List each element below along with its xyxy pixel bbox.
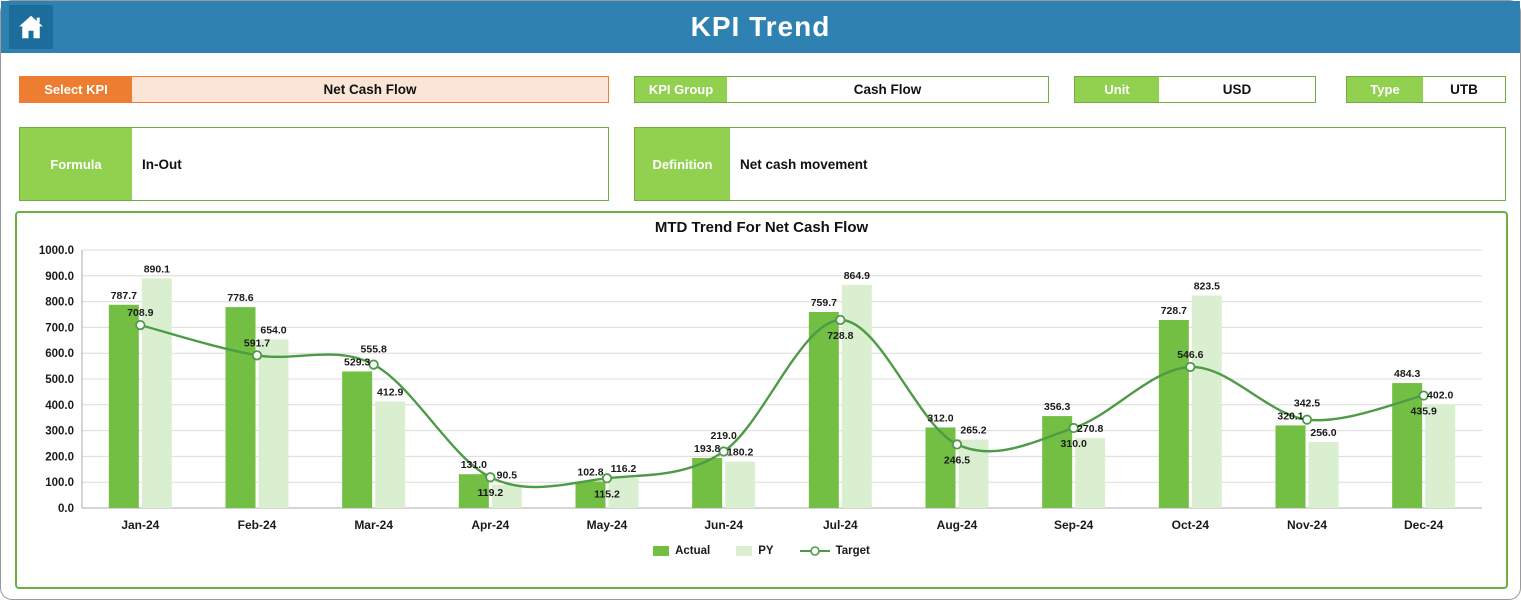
svg-text:823.5: 823.5 — [1194, 281, 1220, 293]
svg-text:600.0: 600.0 — [45, 348, 74, 360]
svg-text:131.0: 131.0 — [461, 459, 487, 471]
svg-text:300.0: 300.0 — [45, 426, 74, 438]
svg-text:Sep-24: Sep-24 — [1054, 518, 1094, 532]
svg-text:265.2: 265.2 — [960, 425, 986, 437]
svg-text:546.6: 546.6 — [1177, 349, 1203, 361]
svg-text:270.8: 270.8 — [1077, 423, 1103, 435]
svg-text:890.1: 890.1 — [144, 263, 170, 275]
svg-text:Jan-24: Jan-24 — [121, 518, 159, 532]
legend-target-line-marker-icon — [799, 545, 830, 557]
legend-item-actual: Actual — [653, 545, 710, 557]
legend-swatch-actual — [653, 546, 670, 556]
legend-label-target: Target — [835, 545, 870, 557]
svg-text:Dec-24: Dec-24 — [1404, 518, 1444, 532]
svg-text:342.5: 342.5 — [1294, 397, 1320, 409]
formula-value: In-Out — [132, 128, 608, 200]
legend-item-target: Target — [799, 545, 870, 557]
svg-text:800.0: 800.0 — [45, 297, 74, 309]
svg-text:412.9: 412.9 — [377, 386, 403, 398]
type-label: Type — [1347, 77, 1423, 102]
svg-text:529.3: 529.3 — [344, 356, 370, 368]
formula-field: Formula In-Out — [19, 127, 609, 201]
svg-text:402.0: 402.0 — [1427, 389, 1453, 401]
svg-text:787.7: 787.7 — [111, 290, 137, 302]
legend-swatch-py — [736, 546, 753, 556]
svg-text:500.0: 500.0 — [45, 374, 74, 386]
svg-text:Oct-24: Oct-24 — [1172, 518, 1210, 532]
svg-text:356.3: 356.3 — [1044, 401, 1070, 413]
svg-text:435.9: 435.9 — [1411, 406, 1437, 418]
svg-text:708.9: 708.9 — [127, 307, 153, 319]
definition-field: Definition Net cash movement — [634, 127, 1506, 201]
svg-text:654.0: 654.0 — [260, 324, 286, 336]
svg-text:Nov-24: Nov-24 — [1287, 518, 1327, 532]
kpi-group-value: Cash Flow — [727, 77, 1048, 102]
svg-text:Feb-24: Feb-24 — [238, 518, 277, 532]
svg-text:256.0: 256.0 — [1310, 427, 1336, 439]
unit-label: Unit — [1075, 77, 1159, 102]
home-button[interactable] — [9, 5, 53, 49]
legend-item-py: PY — [736, 545, 774, 557]
home-icon — [19, 15, 43, 39]
type-value: UTB — [1423, 77, 1505, 102]
app-header: KPI Trend — [1, 1, 1520, 53]
select-kpi-field: Select KPI Net Cash Flow — [19, 76, 609, 103]
svg-text:119.2: 119.2 — [477, 487, 503, 499]
svg-text:115.2: 115.2 — [594, 488, 620, 500]
svg-text:484.3: 484.3 — [1394, 368, 1420, 380]
svg-text:193.8: 193.8 — [694, 443, 720, 455]
unit-value: USD — [1159, 77, 1315, 102]
svg-text:219.0: 219.0 — [711, 430, 737, 442]
svg-text:90.5: 90.5 — [497, 470, 518, 482]
chart-svg: 0.0 100.0 200.0 300.0 400.0 500.0 600.0 700.0 80… — [39, 245, 1482, 532]
chart-legend: Actual PY Target — [17, 545, 1506, 557]
svg-text:246.5: 246.5 — [944, 454, 970, 466]
svg-text:200.0: 200.0 — [45, 451, 74, 463]
svg-text:100.0: 100.0 — [45, 477, 74, 489]
svg-text:Jul-24: Jul-24 — [823, 518, 858, 532]
svg-text:591.7: 591.7 — [244, 337, 270, 349]
definition-label: Definition — [635, 128, 730, 200]
definition-value: Net cash movement — [730, 128, 1505, 200]
svg-text:180.2: 180.2 — [727, 447, 753, 459]
svg-text:759.7: 759.7 — [811, 297, 837, 309]
svg-text:728.8: 728.8 — [827, 330, 853, 342]
svg-text:0.0: 0.0 — [58, 503, 74, 515]
svg-text:Mar-24: Mar-24 — [354, 518, 393, 532]
svg-text:Aug-24: Aug-24 — [937, 518, 978, 532]
formula-label: Formula — [20, 128, 132, 200]
select-kpi-value[interactable]: Net Cash Flow — [132, 77, 608, 102]
svg-text:900.0: 900.0 — [45, 271, 74, 283]
svg-text:728.7: 728.7 — [1161, 305, 1187, 317]
kpi-trend-chart: 0.0 100.0 200.0 300.0 400.0 500.0 600.0 700.0 80… — [17, 240, 1506, 543]
svg-text:Apr-24: Apr-24 — [471, 518, 509, 532]
svg-text:312.0: 312.0 — [927, 413, 953, 425]
svg-text:May-24: May-24 — [587, 518, 628, 532]
svg-text:700.0: 700.0 — [45, 322, 74, 334]
unit-field: Unit USD — [1074, 76, 1316, 103]
type-field: Type UTB — [1346, 76, 1506, 103]
svg-text:400.0: 400.0 — [45, 400, 74, 412]
chart-title: MTD Trend For Net Cash Flow — [654, 219, 869, 236]
svg-text:116.2: 116.2 — [611, 463, 637, 475]
svg-text:102.8: 102.8 — [577, 466, 603, 478]
kpi-group-label: KPI Group — [635, 77, 727, 102]
svg-text:864.9: 864.9 — [844, 270, 870, 282]
svg-text:778.6: 778.6 — [227, 292, 253, 304]
svg-text:Jun-24: Jun-24 — [704, 518, 743, 532]
svg-text:320.1: 320.1 — [1277, 410, 1303, 422]
page-title: KPI Trend — [690, 11, 831, 42]
svg-text:1000.0: 1000.0 — [39, 245, 74, 257]
svg-text:555.8: 555.8 — [361, 343, 387, 355]
legend-label-py: PY — [758, 545, 774, 557]
legend-label-actual: Actual — [675, 545, 711, 557]
svg-text:310.0: 310.0 — [1061, 438, 1087, 450]
kpi-group-field: KPI Group Cash Flow — [634, 76, 1049, 103]
chart-container: MTD Trend For Net Cash Flow 0.0 100.0 200.… — [15, 211, 1508, 589]
select-kpi-label: Select KPI — [20, 77, 132, 102]
